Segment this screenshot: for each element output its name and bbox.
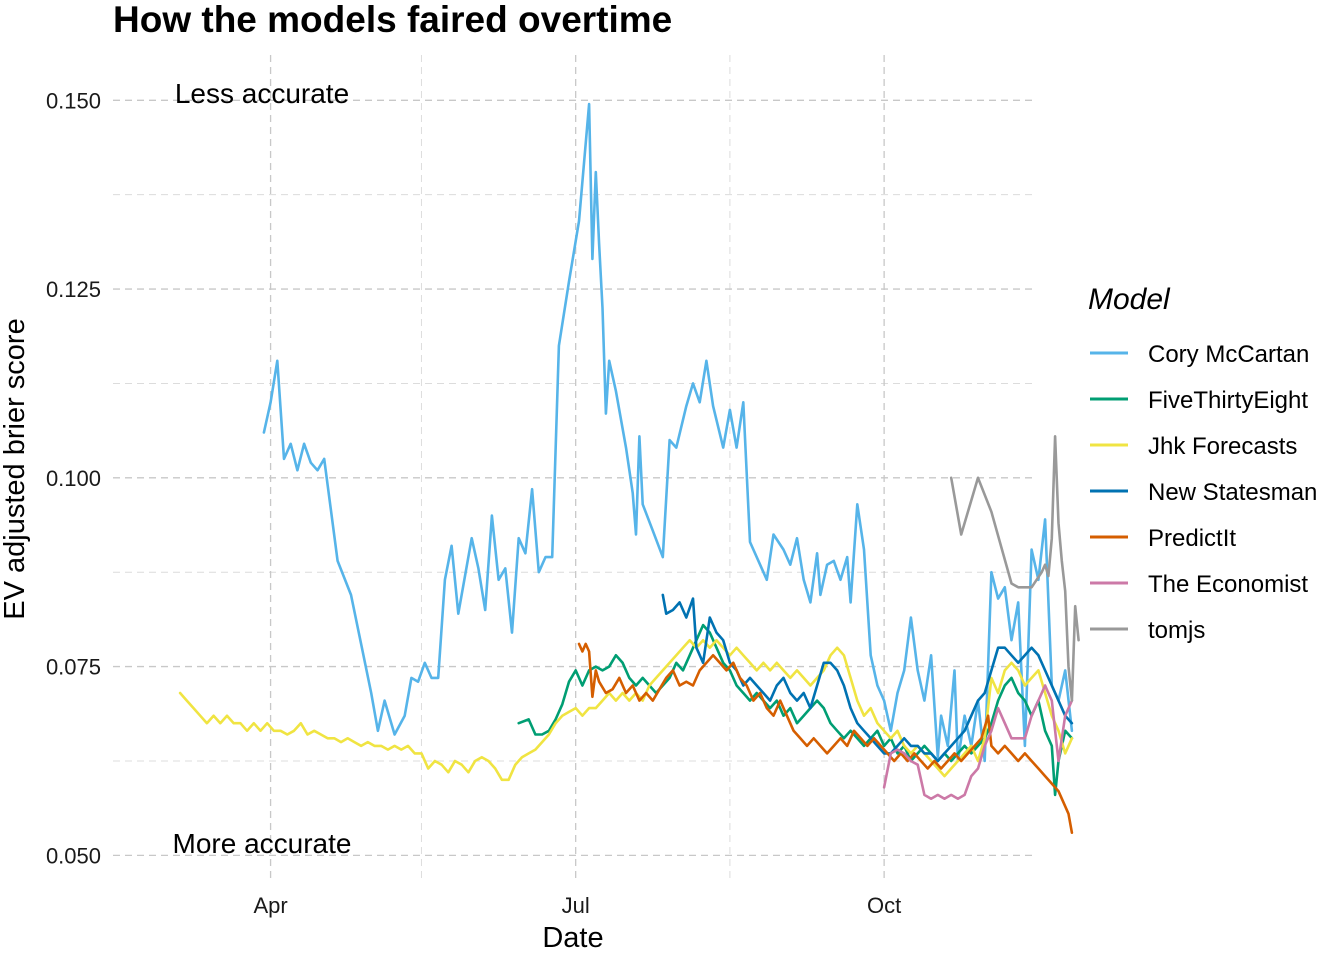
major-gridlines [113,55,1035,878]
x-tick-label: Apr [253,893,287,918]
legend-label: FiveThirtyEight [1148,387,1308,414]
legend-items: Cory McCartan FiveThirtyEight Jhk Forecast… [1090,341,1317,644]
legend-label: PredictIt [1148,525,1236,552]
series-line-new-statesman [661,593,1074,763]
x-tick-label: Oct [867,893,901,918]
legend-item: Jhk Forecasts [1090,433,1297,460]
legend-label: Cory McCartan [1148,341,1309,368]
y-axis-tick-labels: 0.050 0.075 0.100 0.125 0.150 [46,88,101,868]
legend: Model Cory McCartan FiveThirtyEight Jhk Fo… [1088,283,1317,644]
series-line-tomjs [949,435,1080,702]
x-tick-label: Jul [562,893,590,918]
legend-label: New Statesman [1148,479,1317,506]
minor-gridlines [113,55,1035,878]
legend-title: Model [1088,283,1171,316]
x-axis-title: Date [542,922,603,954]
series-line-predictit [577,642,1074,834]
legend-item: The Economist [1090,571,1308,598]
series-line-cory-mccartan [262,102,1074,763]
y-axis-title: EV adjusted brier score [0,318,31,619]
legend-item: PredictIt [1090,525,1236,552]
y-tick-label: 0.050 [46,843,101,868]
annotation-more-accurate: More accurate [173,828,352,859]
legend-item: tomjs [1090,617,1205,644]
legend-label: tomjs [1148,617,1205,644]
x-axis-tick-labels: Apr Jul Oct [253,893,901,918]
chart-title: How the models faired overtime [113,0,672,40]
series-lines [178,102,1080,834]
legend-item: Cory McCartan [1090,341,1309,368]
y-tick-label: 0.125 [46,277,101,302]
series-line-the-economist [882,684,1074,800]
legend-item: New Statesman [1090,479,1317,506]
annotation-less-accurate: Less accurate [175,78,349,109]
legend-item: FiveThirtyEight [1090,387,1308,414]
legend-label: The Economist [1148,571,1308,598]
y-tick-label: 0.075 [46,655,101,680]
y-tick-label: 0.100 [46,466,101,491]
legend-label: Jhk Forecasts [1148,433,1297,460]
y-tick-label: 0.150 [46,88,101,113]
